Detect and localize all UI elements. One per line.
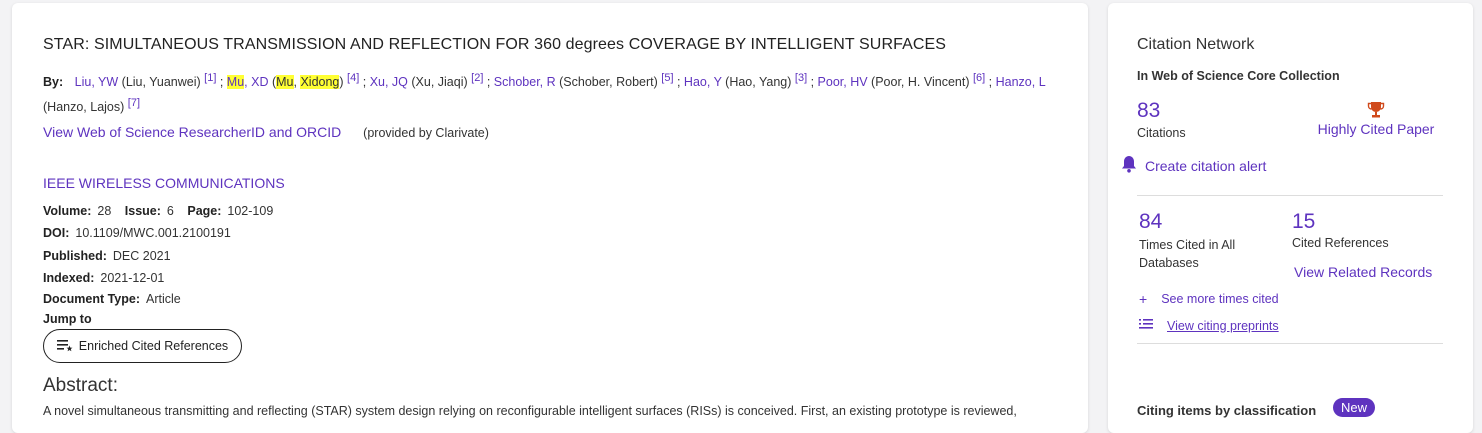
create-citation-alert-label: Create citation alert [1145,157,1267,174]
list-star-icon [56,338,73,355]
author-link[interactable]: Hao, Y [683,75,722,90]
jump-to-label: Jump to [43,312,92,326]
author-link[interactable]: Xu, JQ [369,75,408,90]
list-icon [1139,318,1153,333]
divider [1137,195,1443,196]
enriched-cited-references-label: Enriched Cited References [78,339,229,353]
affiliation-ref[interactable]: [5] [661,72,674,84]
new-badge: New [1333,398,1376,417]
view-related-records-link[interactable]: View Related Records [1294,264,1433,280]
cited-references-count[interactable]: 15 [1292,210,1316,233]
core-collection-subtitle: In Web of Science Core Collection [1137,69,1340,83]
view-citing-preprints-link[interactable]: View citing preprints [1139,318,1279,333]
author-fullname: Liu, Yuanwei [125,75,197,90]
author-fullname: Xu, Jiaqi [415,75,464,90]
affiliation-ref[interactable]: [1] [204,72,217,84]
times-cited-label: Times Cited in All Databases [1139,238,1236,270]
by-label: By: [43,75,64,90]
provided-by-note: (provided by Clarivate) [363,126,489,140]
journal-row: IEEE WIRELESS COMMUNICATIONS [43,175,285,191]
affiliation-ref[interactable]: [3] [794,72,808,84]
author-link[interactable]: Liu, YW [74,75,119,90]
author-fullname: Hao, Yang [729,75,788,90]
author-fullname: Poor, H. Vincent [875,75,966,90]
divider [1137,343,1443,344]
search-highlight: Mu [226,75,245,90]
author-fullname: Schober, Robert [563,75,654,90]
bell-icon [1121,155,1137,176]
doi-row: DOI: 10.1109/MWC.001.2100191 [43,226,231,240]
indexed-row: Indexed: 2021-12-01 [43,271,165,285]
author-link[interactable]: Hanzo, L [995,75,1046,90]
trophy-icon [1313,101,1439,119]
affiliation-ref[interactable]: [7] [127,97,141,110]
author-list: By: Liu, YW (Liu, Yuanwei) [1] ; Mu, XD … [43,72,1046,115]
journal-link[interactable]: IEEE WIRELESS COMMUNICATIONS [43,175,285,191]
citations-label: Citations [1137,126,1186,140]
enriched-cited-references-button[interactable]: Enriched Cited References [43,329,242,363]
search-highlight: Mu [276,75,294,90]
researcher-id-row: View Web of Science ResearcherID and ORC… [43,124,489,140]
volume-issue-page: Volume: 28 Issue: 6 Page: 102-109 [43,204,274,218]
affiliation-ref[interactable]: [6] [972,72,986,84]
create-citation-alert-button[interactable]: Create citation alert [1121,155,1266,176]
abstract-heading: Abstract: [43,375,118,396]
author-link[interactable]: Schober, R [493,75,556,90]
author-link[interactable]: Mu, XD [226,75,269,90]
plus-icon: + [1139,291,1148,307]
author-fullname: Hanzo, Lajos [47,100,121,115]
researcher-id-link[interactable]: View Web of Science ResearcherID and ORC… [43,124,342,140]
see-more-times-cited-link[interactable]: + See more times cited [1139,291,1279,307]
highly-cited-badge[interactable]: Highly Cited Paper [1313,101,1439,137]
highly-cited-label: Highly Cited Paper [1317,121,1435,137]
record-title: STAR: SIMULTANEOUS TRANSMISSION AND REFL… [43,36,947,53]
abstract-text: A novel simultaneous transmitting and re… [43,404,1017,418]
cited-references-label: Cited References [1292,236,1389,250]
search-highlight: Xidong [300,75,340,90]
times-cited-count[interactable]: 84 [1139,210,1163,233]
record-card: STAR: SIMULTANEOUS TRANSMISSION AND REFL… [12,3,1088,433]
affiliation-ref[interactable]: [2] [471,72,484,84]
citations-count[interactable]: 83 [1137,99,1161,122]
citation-network-title: Citation Network [1137,36,1255,53]
published-row: Published: DEC 2021 [43,249,171,263]
doi-value: 10.1109/MWC.001.2100191 [75,226,231,240]
author-link[interactable]: Poor, HV [817,75,868,90]
citation-network-panel: Citation Network In Web of Science Core … [1108,3,1473,433]
affiliation-ref[interactable]: [4] [347,72,360,84]
document-type-row: Document Type: Article [43,292,181,306]
citing-items-classification-title: Citing items by classification [1137,403,1317,418]
